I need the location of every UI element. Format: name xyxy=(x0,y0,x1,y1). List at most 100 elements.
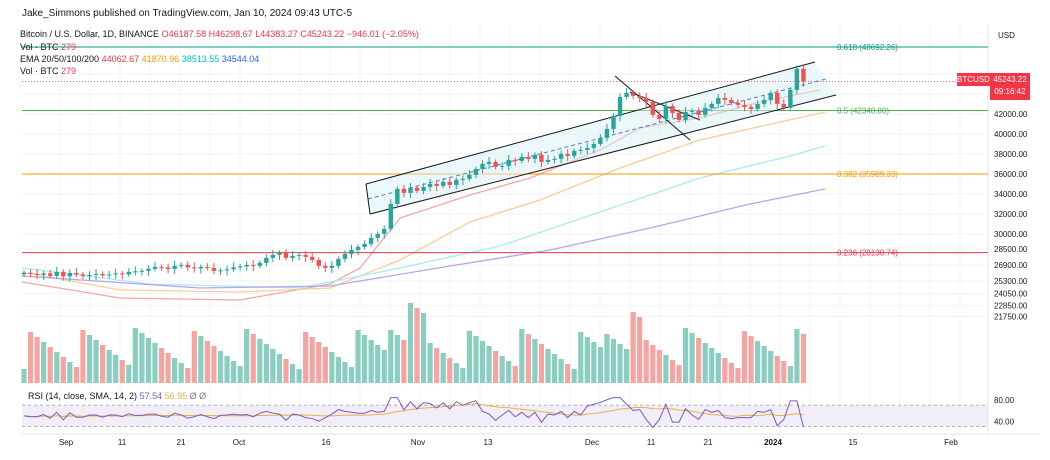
candle-body xyxy=(355,246,361,250)
candle-body xyxy=(513,159,518,161)
candle-body xyxy=(290,255,295,258)
volume-bar xyxy=(696,338,702,383)
volume-bar xyxy=(335,357,341,383)
last-price-value: 45243.22 xyxy=(993,75,1027,84)
volume-bar xyxy=(204,341,210,383)
candle-body xyxy=(716,97,721,104)
volume-bar xyxy=(715,353,721,383)
volume-bar xyxy=(211,346,217,383)
candle-body xyxy=(467,174,472,179)
candle-body xyxy=(165,267,171,269)
fib-label-2: 0.382 (35989.33) xyxy=(837,170,898,179)
volume-bar xyxy=(191,331,197,383)
candle-body xyxy=(499,165,505,167)
ohlc-low: L44383.27 xyxy=(255,29,298,39)
price-candles xyxy=(21,64,806,282)
volume-bar xyxy=(499,356,505,383)
candle-body xyxy=(179,264,184,266)
axes: USD44000.0042000.0040000.0038000.0036000… xyxy=(22,31,1028,447)
time-tick-6: 13 xyxy=(484,438,493,447)
volume-bar xyxy=(342,362,348,383)
candle-body xyxy=(414,187,420,191)
candle-body xyxy=(310,256,315,260)
volume-bar xyxy=(401,340,407,383)
volume-bar xyxy=(538,344,545,383)
candle-body xyxy=(775,92,780,104)
volume-bar xyxy=(532,339,538,383)
volume-bar xyxy=(263,344,269,383)
symbol-legend[interactable]: Bitcoin / U.S. Dollar, 1D, BINANCE O4618… xyxy=(20,29,419,39)
rsi-ma-value: 56.95 xyxy=(164,391,188,401)
symbol-title: Bitcoin / U.S. Dollar, 1D, BINANCE xyxy=(20,29,160,39)
volume-bar xyxy=(689,333,695,383)
candle-body xyxy=(630,92,636,96)
candle-body xyxy=(591,143,597,148)
ohlc-change: −946.01 (−2.05%) xyxy=(346,29,419,39)
volume-bar xyxy=(86,335,93,383)
volume-bar xyxy=(506,361,512,383)
candle-body xyxy=(106,274,112,276)
candle-body xyxy=(395,188,400,204)
volume-bar xyxy=(152,343,158,383)
candle-body xyxy=(729,99,734,103)
candle-body xyxy=(336,258,341,266)
candle-body xyxy=(139,270,145,272)
volume-bar xyxy=(355,330,361,383)
ema-legend[interactable]: EMA 20/50/100/200 44062.67 41870.96 3851… xyxy=(20,54,259,64)
volume-bar xyxy=(761,346,767,383)
candle-body xyxy=(349,249,354,254)
volume-bar xyxy=(571,369,577,383)
price-tick-2: 42000.00 xyxy=(994,110,1028,119)
volume-bar xyxy=(604,334,610,383)
volume-bar xyxy=(722,358,728,383)
candle-body xyxy=(539,154,544,162)
volume-bar xyxy=(27,332,34,383)
candle-body xyxy=(611,115,616,129)
channel-upper xyxy=(365,61,816,185)
volume-bar xyxy=(348,367,355,383)
candle-body xyxy=(257,262,262,266)
candle-body xyxy=(100,273,105,276)
rsi-tick-1: 40.00 xyxy=(994,417,1015,426)
candle-body xyxy=(205,266,210,268)
volume-bar xyxy=(414,308,420,383)
candle-body xyxy=(709,103,714,108)
volume-bar xyxy=(466,331,472,383)
price-tick-11: 25300.00 xyxy=(994,277,1028,286)
candle-body xyxy=(270,254,276,258)
volume-bar xyxy=(178,363,184,383)
candle-body xyxy=(251,264,256,266)
volume-legend-1[interactable]: Vol · BTC 279 xyxy=(20,42,76,52)
volume-bar xyxy=(473,336,479,383)
last-price-tag: 45243.22 09:16:42 xyxy=(990,73,1030,100)
volume-bar xyxy=(309,337,315,383)
volume-value: 279 xyxy=(61,42,77,52)
rsi-legend[interactable]: RSI (14, close, SMA, 14, 2) 57.54 56.95 … xyxy=(28,391,206,401)
volume-legend-2[interactable]: Vol · BTC 279 xyxy=(20,66,76,76)
volume-bar xyxy=(224,356,230,383)
time-tick-9: 21 xyxy=(704,438,713,447)
volume-bar xyxy=(434,348,440,383)
candle-body xyxy=(755,103,760,109)
volume-bar xyxy=(610,339,617,383)
candle-body xyxy=(408,187,413,193)
rsi-tick-0: 80.00 xyxy=(994,396,1015,405)
volume-bar xyxy=(735,368,741,383)
candle-body xyxy=(303,254,308,257)
ohlc-close: C45243.22 xyxy=(300,29,345,39)
candle-body xyxy=(703,107,708,115)
ema100-line xyxy=(21,145,826,289)
volume-bar xyxy=(755,341,761,383)
candle-body xyxy=(676,112,682,120)
candle-body xyxy=(74,272,79,275)
candle-body xyxy=(722,97,728,100)
time-tick-5: Nov xyxy=(411,438,425,447)
candle-body xyxy=(401,188,407,193)
volume-bar xyxy=(676,365,682,383)
time-tick-1: 11 xyxy=(118,438,127,447)
candle-body xyxy=(689,110,695,112)
candle-body xyxy=(87,274,92,276)
volume-bar xyxy=(453,363,459,383)
candle-body xyxy=(283,252,289,258)
